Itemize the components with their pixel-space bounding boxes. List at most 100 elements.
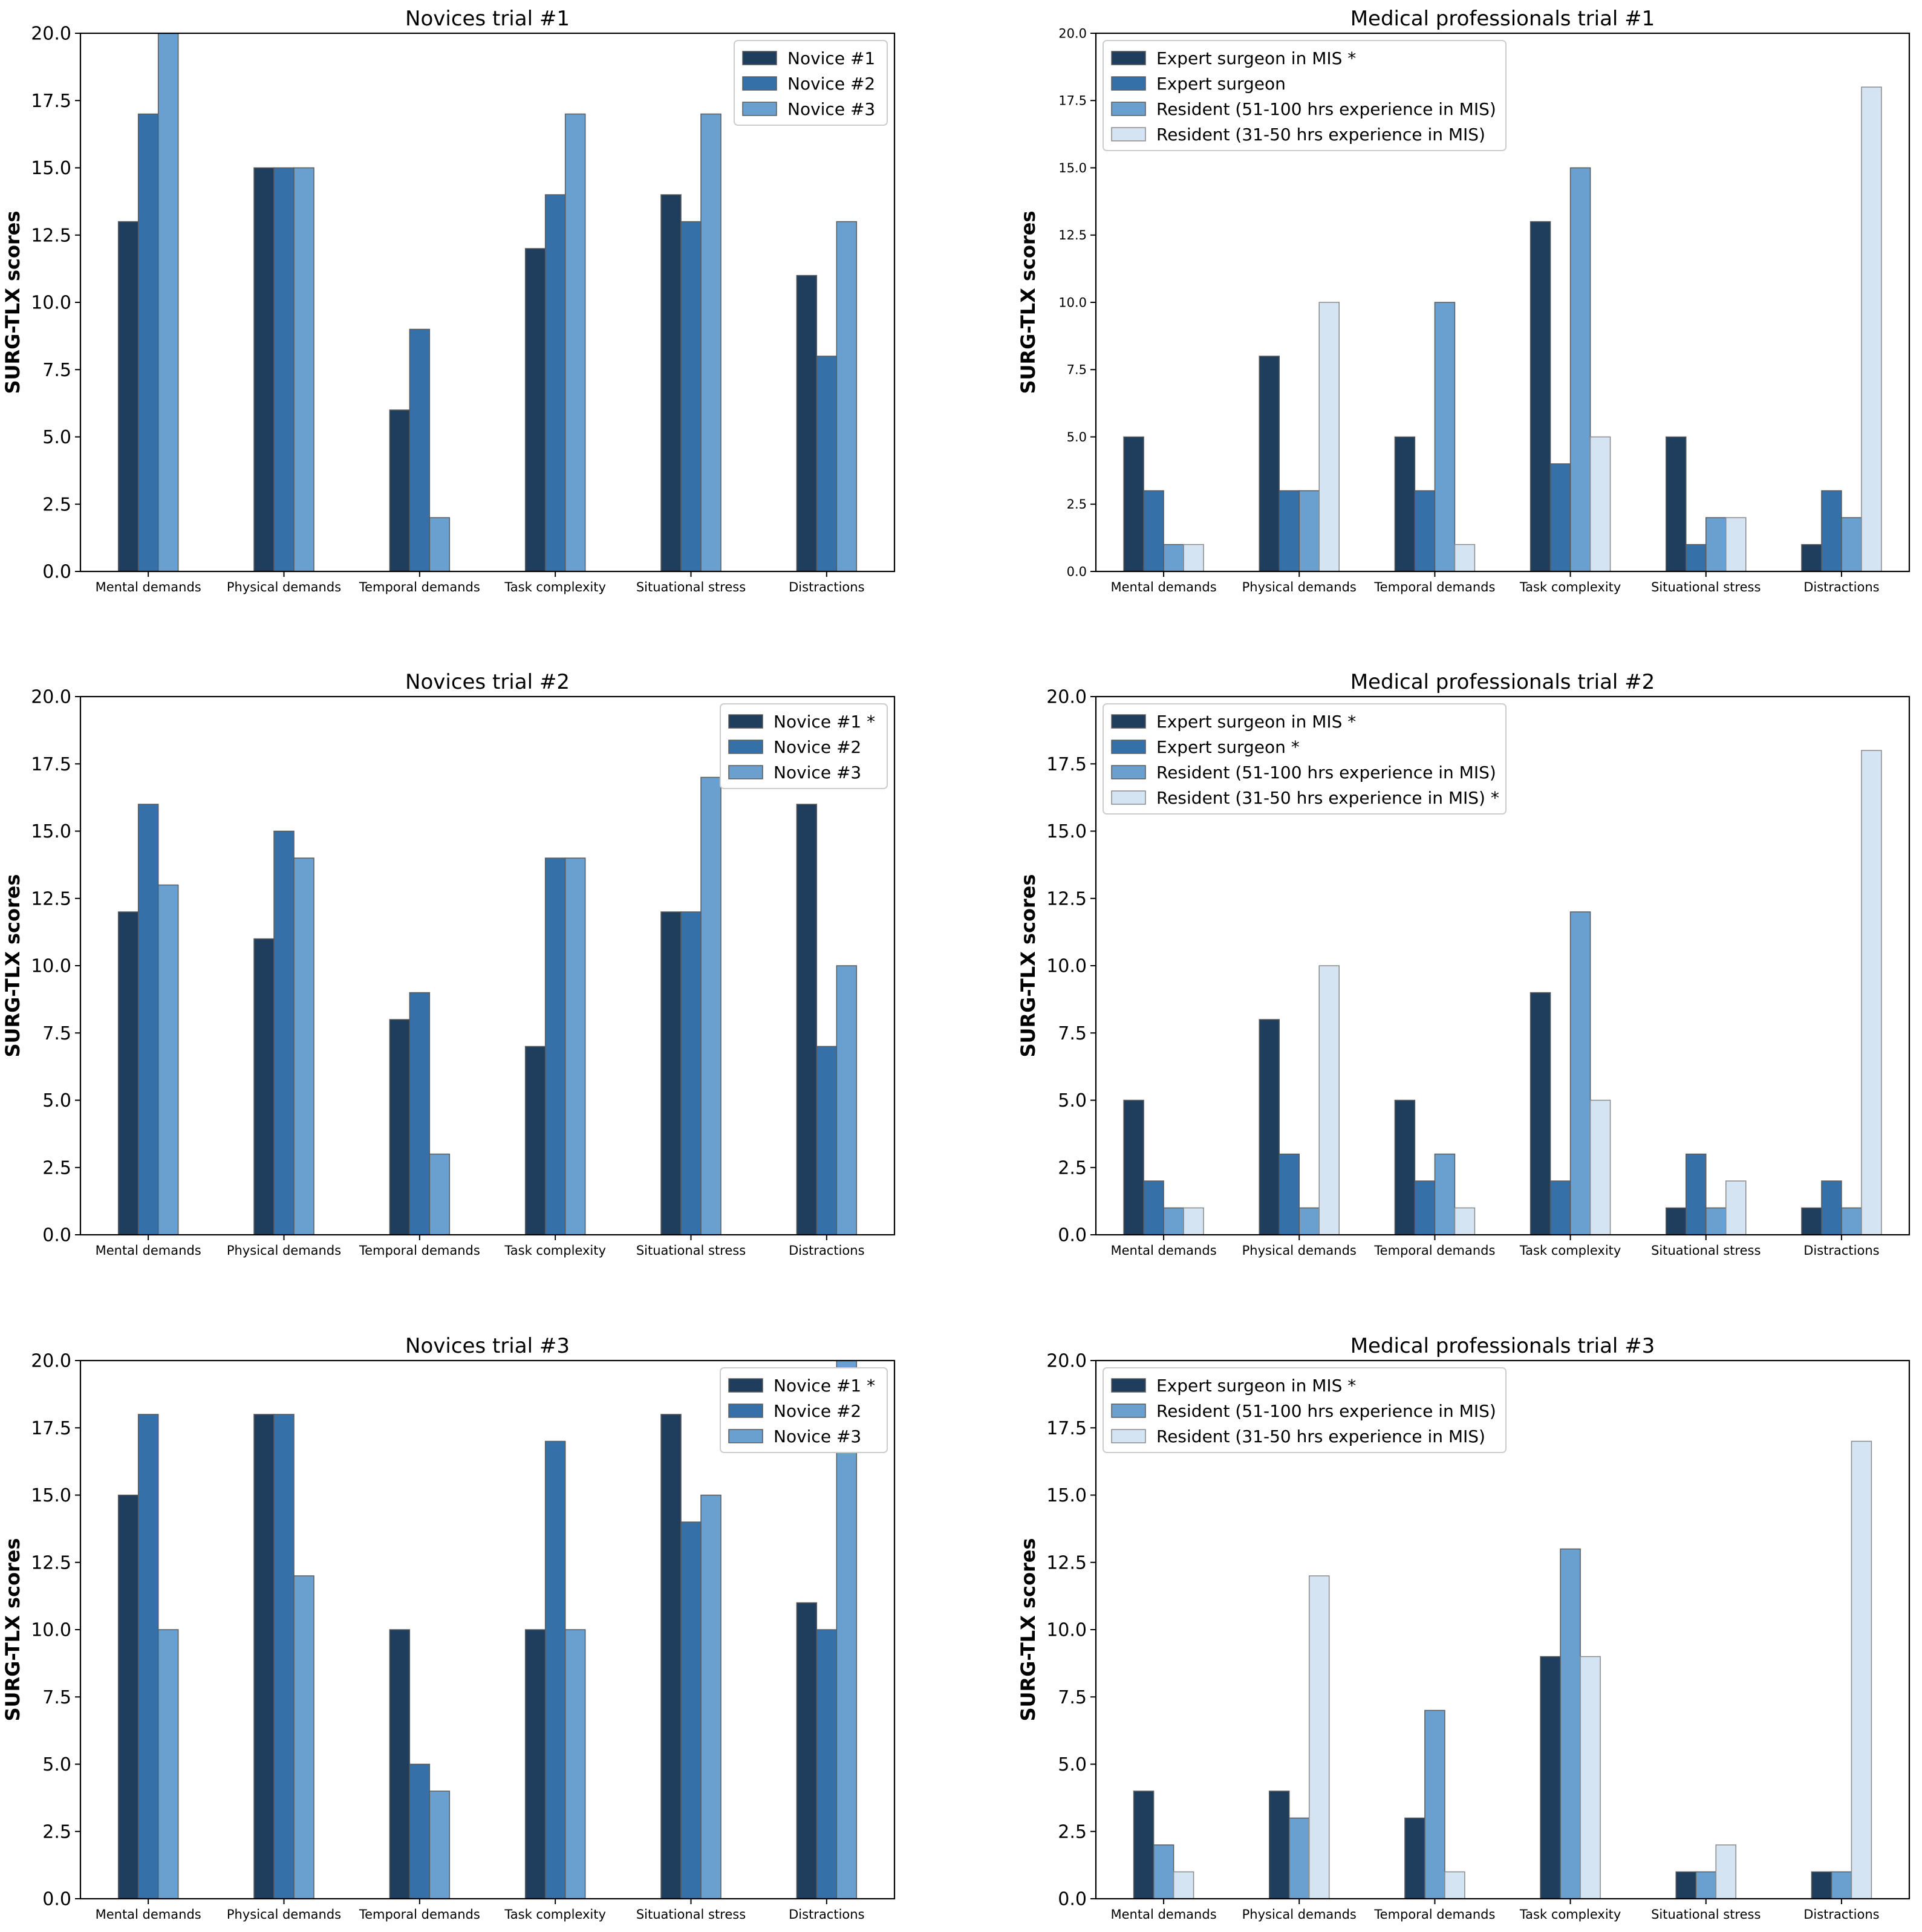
bar-expert-surgeon-in-mis-situational-stress [1666,1207,1687,1235]
legend-label: Novice #2 [774,1401,861,1421]
bar-novice-2-distractions [816,356,838,572]
bar-novice-2-temporal-demands [409,992,431,1235]
x-tick-label: Distractions [1803,1243,1879,1258]
y-axis-label: SURG-TLX scores [1017,874,1040,1057]
bar-novice-2-physical-demands [273,1414,295,1899]
chart-title: Medical professionals trial #1 [1350,7,1655,31]
y-tick-label: 10.0 [1046,956,1087,977]
y-axis-label: SURG-TLX scores [1,874,24,1057]
y-tick-label: 2.5 [42,494,71,515]
bar-novice-3-physical-demands [293,857,314,1235]
legend-label: Resident (31-50 hrs experience in MIS) [1156,1426,1485,1446]
bar-expert-surgeon-situational-stress [1686,1153,1707,1235]
x-tick-label: Task complexity [504,1243,606,1258]
y-tick-label: 17.5 [31,1418,71,1439]
bar-resident-31-50-hrs-experience-in-mis-physical-demands [1309,1575,1330,1899]
x-tick-label: Situational stress [636,1907,746,1922]
legend: Novice #1 * Novice #2 Novice #3 [720,1367,888,1453]
bar-expert-surgeon-in-mis-distractions [1811,1871,1832,1899]
x-tick-label: Task complexity [1519,580,1621,594]
bar-novice-2-task-complexity [544,1440,566,1899]
legend-label: Novice #2 [774,737,861,757]
bar-resident-31-50-hrs-experience-in-mis-task-complexity [1580,1656,1601,1899]
y-tick-label: 15.0 [1046,1485,1087,1506]
bar-novice-2-temporal-demands [409,328,431,572]
chart-title: Novices trial #1 [405,7,570,31]
chart-title: Novices trial #3 [405,1334,570,1358]
bar-expert-surgeon-in-mis-physical-demands [1269,1791,1290,1899]
legend-label: Resident (51-100 hrs experience in MIS) [1156,1401,1496,1421]
legend-swatch [1111,1403,1146,1418]
legend: Expert surgeon in MIS * Expert surgeon * R… [1103,703,1507,815]
x-tick-label: Temporal demands [359,1243,480,1258]
bar-expert-surgeon-temporal-demands [1414,490,1436,572]
bar-expert-surgeon-in-mis-temporal-demands [1404,1817,1425,1899]
y-tick-label: 12.5 [1046,1552,1087,1573]
y-tick-label: 5.0 [42,427,71,448]
x-tick-label: Temporal demands [1373,580,1495,594]
y-tick-label: 0.0 [42,562,71,583]
chart-panel-1: Novices trial #1 SURG-TLX scores 0.0 2.5 5.0… [1,7,896,594]
bar-novice-2-situational-stress [680,1521,702,1899]
y-tick-label: 20.0 [1058,26,1087,41]
chart-panel-5: Novices trial #3 SURG-TLX scores 0.0 2.5 5.0… [1,1334,896,1922]
legend-box [1103,40,1507,151]
legend-swatch [1111,127,1146,141]
legend-label: Expert surgeon * [1156,737,1300,757]
bar-novice-1-situational-stress [660,911,682,1235]
y-tick-label: 5.0 [1058,1754,1087,1775]
legend-swatch [728,740,763,754]
x-tick-label: Mental demands [96,1243,201,1258]
y-tick-label: 5.0 [42,1754,71,1775]
plot-frame [79,32,896,573]
legend-swatch [742,51,777,65]
bar-resident-31-50-hrs-experience-in-mis-temporal-demands [1454,544,1476,572]
legend-box [1103,1367,1507,1453]
bar-novice-1-physical-demands [253,1414,275,1899]
x-tick-label: Temporal demands [1373,1907,1495,1922]
bar-expert-surgeon-in-mis-mental-demands [1123,1099,1144,1235]
chart-title: Medical professionals trial #3 [1350,1334,1655,1358]
y-tick-label: 0.0 [42,1225,71,1246]
y-tick-label: 7.5 [42,1687,71,1708]
bar-resident-31-50-hrs-experience-in-mis-physical-demands [1318,302,1340,572]
bar-novice-3-distractions [836,965,858,1235]
legend-swatch [1111,76,1146,91]
y-tick-label: 12.5 [31,888,71,909]
bar-resident-51-100-hrs-experience-in-mis-mental-demands [1163,1207,1184,1235]
legend-label: Novice #2 [787,74,875,94]
bar-novice-2-task-complexity [544,194,566,572]
y-tick-label: 12.5 [1058,228,1087,242]
bar-expert-surgeon-physical-demands [1279,1153,1300,1235]
x-tick-label: Task complexity [1519,1243,1621,1258]
x-tick-label: Situational stress [1651,1907,1761,1922]
legend: Novice #1 * Novice #2 Novice #3 [720,703,888,789]
bar-resident-31-50-hrs-experience-in-mis-task-complexity [1589,436,1611,572]
y-tick-label: 0.0 [1067,564,1087,579]
y-tick-label: 10.0 [1046,1620,1087,1641]
y-axis-label: SURG-TLX scores [1,210,24,394]
bar-expert-surgeon-temporal-demands [1414,1180,1436,1235]
plot-frame [1095,32,1911,573]
bar-novice-3-task-complexity [564,1629,586,1899]
legend: Expert surgeon in MIS * Expert surgeon Res… [1103,40,1507,151]
bar-novice-2-temporal-demands [409,1763,431,1899]
x-tick-label: Physical demands [1242,1907,1357,1922]
y-tick-label: 10.0 [31,956,71,977]
bar-novice-2-mental-demands [137,1414,159,1899]
x-tick-label: Distractions [789,580,864,594]
bar-resident-31-50-hrs-experience-in-mis-temporal-demands [1454,1207,1476,1235]
y-tick-label: 17.5 [31,91,71,112]
x-tick-label: Mental demands [1111,1907,1217,1922]
bar-novice-3-physical-demands [293,1575,314,1899]
y-tick-label: 7.5 [42,1023,71,1044]
bar-resident-51-100-hrs-experience-in-mis-temporal-demands [1434,1153,1456,1235]
bar-expert-surgeon-in-mis-mental-demands [1133,1791,1155,1899]
legend-swatch [1111,51,1146,65]
legend-swatch [728,765,763,779]
bar-resident-31-50-hrs-experience-in-mis-situational-stress [1715,1844,1736,1899]
bar-novice-3-temporal-demands [429,517,451,572]
bar-resident-51-100-hrs-experience-in-mis-situational-stress [1705,1207,1727,1235]
legend-label: Resident (31-50 hrs experience in MIS) * [1156,788,1499,808]
y-tick-label: 20.0 [31,24,71,45]
